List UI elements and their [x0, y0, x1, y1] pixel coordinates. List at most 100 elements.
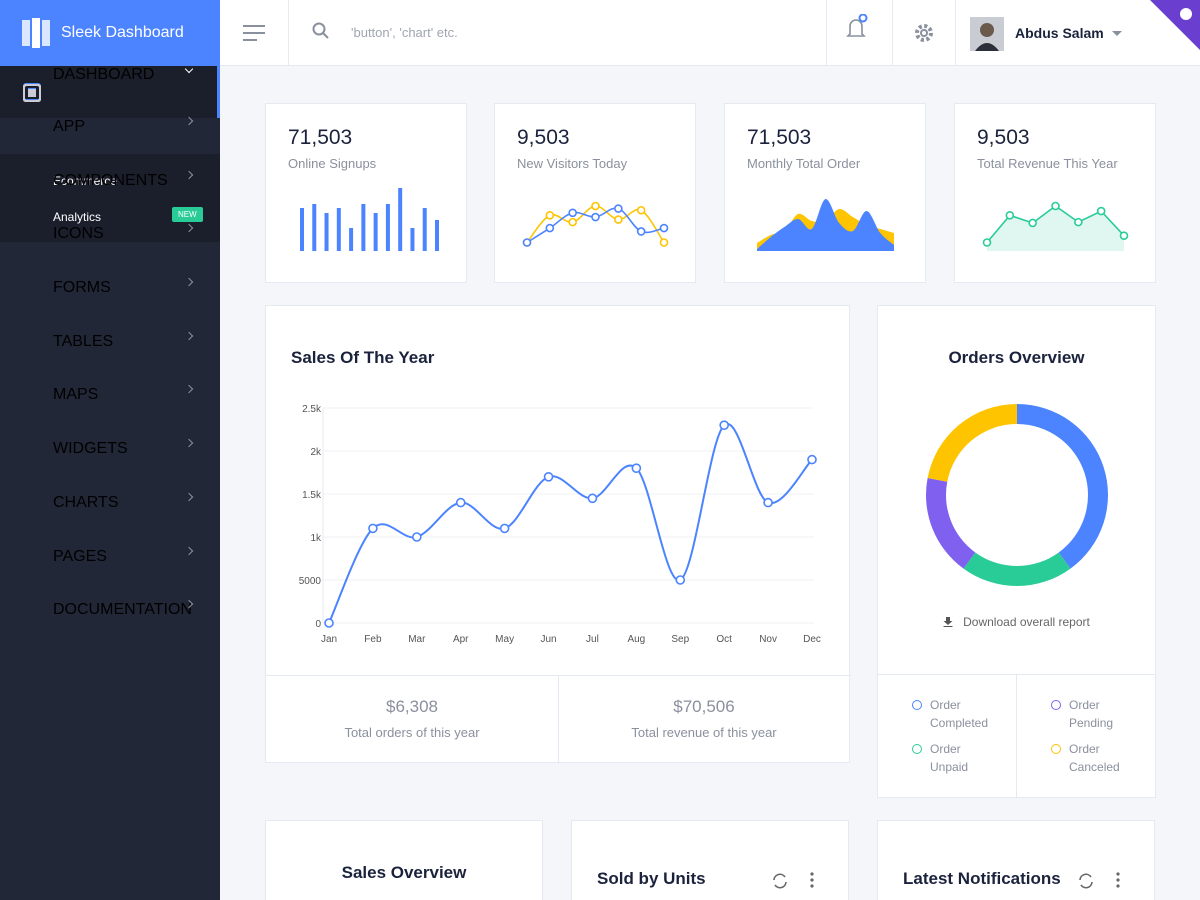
x-tick-label: Oct	[716, 634, 732, 645]
card-actions[interactable]	[770, 871, 820, 891]
top-bar: 'button', 'chart' etc. Abdus Salam	[220, 0, 1200, 66]
sidebar-label: CHARTS	[53, 493, 119, 511]
bar	[422, 208, 427, 251]
point	[522, 238, 532, 247]
search-input[interactable]: 'button', 'chart' etc.	[351, 25, 458, 40]
sidebar-submenu: Ecommerce Analytics NEW	[0, 154, 220, 242]
menu-dot	[810, 884, 814, 888]
sidebar-label: TABLES	[53, 332, 114, 350]
point	[614, 215, 623, 224]
sidebar-item[interactable]: DASHBOARD	[0, 64, 220, 118]
point	[412, 532, 422, 542]
legend-label: Order Unpaid	[930, 742, 969, 774]
divider	[826, 0, 827, 66]
point	[675, 575, 686, 585]
point	[499, 523, 510, 534]
point	[543, 472, 554, 482]
menu-dot	[810, 872, 814, 876]
stat-card: 71,503 Monthly Total Order	[724, 103, 926, 283]
stat-label: Monthly Total Order	[747, 156, 861, 171]
summary-value: $6,308	[386, 697, 438, 716]
bar	[398, 188, 403, 251]
point	[636, 205, 646, 215]
badge: NEW	[172, 207, 203, 222]
point	[568, 217, 577, 227]
y-tick-label: 1.5k	[302, 490, 322, 501]
menu-dot	[810, 878, 814, 882]
point	[1074, 217, 1083, 227]
point	[368, 523, 378, 534]
x-tick-label: Feb	[364, 634, 382, 645]
legend-dot	[912, 744, 922, 754]
sidebar-icon	[23, 83, 41, 102]
point	[568, 208, 577, 218]
bar	[349, 228, 354, 251]
legend-dot	[1051, 744, 1061, 754]
sidebar-label: ICONS	[53, 225, 104, 243]
legend-label: Order Pending	[1069, 698, 1114, 730]
bar	[385, 204, 390, 251]
point	[982, 238, 992, 247]
stat-value: 71,503	[288, 126, 353, 149]
card-actions[interactable]	[1076, 871, 1126, 891]
bar	[312, 204, 317, 251]
refresh-icon	[1079, 873, 1093, 889]
point	[763, 497, 773, 508]
submenu-item[interactable]: Ecommerce	[53, 174, 118, 188]
mini-chart	[757, 198, 894, 251]
bar	[361, 204, 366, 251]
donut-segment	[927, 404, 1017, 482]
download-link[interactable]: Download overall report	[878, 615, 1155, 629]
point	[659, 238, 669, 247]
mini-chart	[522, 201, 669, 247]
sidebar-label: DASHBOARD	[53, 66, 155, 83]
search-icon	[312, 22, 329, 39]
divider	[955, 0, 956, 66]
sidebar-label: APP	[53, 118, 86, 135]
bar	[324, 213, 329, 251]
card-title: Sales Of The Year	[291, 348, 435, 367]
bottom-card: Sales Overview	[265, 820, 543, 900]
point	[614, 204, 623, 213]
user-avatar[interactable]	[970, 17, 1004, 51]
user-caret[interactable]	[1111, 30, 1123, 38]
stat-value: 9,503	[977, 126, 1030, 149]
x-tick-label: Dec	[803, 634, 821, 645]
sidebar-label: WIDGETS	[53, 440, 128, 458]
point	[324, 618, 334, 628]
menu-toggle[interactable]	[243, 25, 265, 41]
user-name[interactable]: Abdus Salam	[1015, 25, 1104, 41]
summary-label: Total revenue of this year	[631, 725, 777, 740]
github-corner[interactable]	[1150, 0, 1200, 50]
legend-item: Order Canceled	[1051, 740, 1151, 784]
card-title: Sales Overview	[341, 863, 467, 882]
x-tick-label: May	[495, 634, 514, 645]
donut-segment	[963, 552, 1071, 586]
donut-segment	[926, 477, 976, 569]
notification-bell[interactable]	[846, 14, 870, 42]
refresh-icon	[773, 873, 787, 889]
brand-logo	[22, 18, 50, 48]
bar	[435, 220, 439, 251]
legend-item: Order Unpaid	[912, 740, 1051, 784]
area	[757, 198, 894, 251]
sidebar-label: COMPONENTS	[53, 171, 168, 189]
sidebar-item[interactable]: DOCUMENTATION	[0, 83, 220, 655]
legend-dot	[912, 700, 922, 710]
x-tick-label: Jun	[540, 634, 556, 645]
legend-label: Order Canceled	[1069, 742, 1120, 774]
y-tick-label: 2.5k	[302, 404, 322, 415]
settings-icon[interactable]	[914, 23, 934, 43]
point	[659, 223, 669, 233]
point	[1096, 206, 1106, 216]
point	[1005, 211, 1015, 220]
x-tick-label: Jan	[321, 634, 337, 645]
submenu-item[interactable]: Analytics	[53, 210, 102, 224]
summary-label: Total orders of this year	[344, 725, 480, 740]
stat-card: 71,503 Online Signups	[265, 103, 467, 283]
divider	[892, 0, 893, 66]
x-tick-label: Apr	[453, 634, 469, 645]
point	[1028, 218, 1037, 228]
stat-card: 9,503 Total Revenue This Year	[954, 103, 1156, 283]
x-tick-label: Sep	[671, 634, 689, 645]
